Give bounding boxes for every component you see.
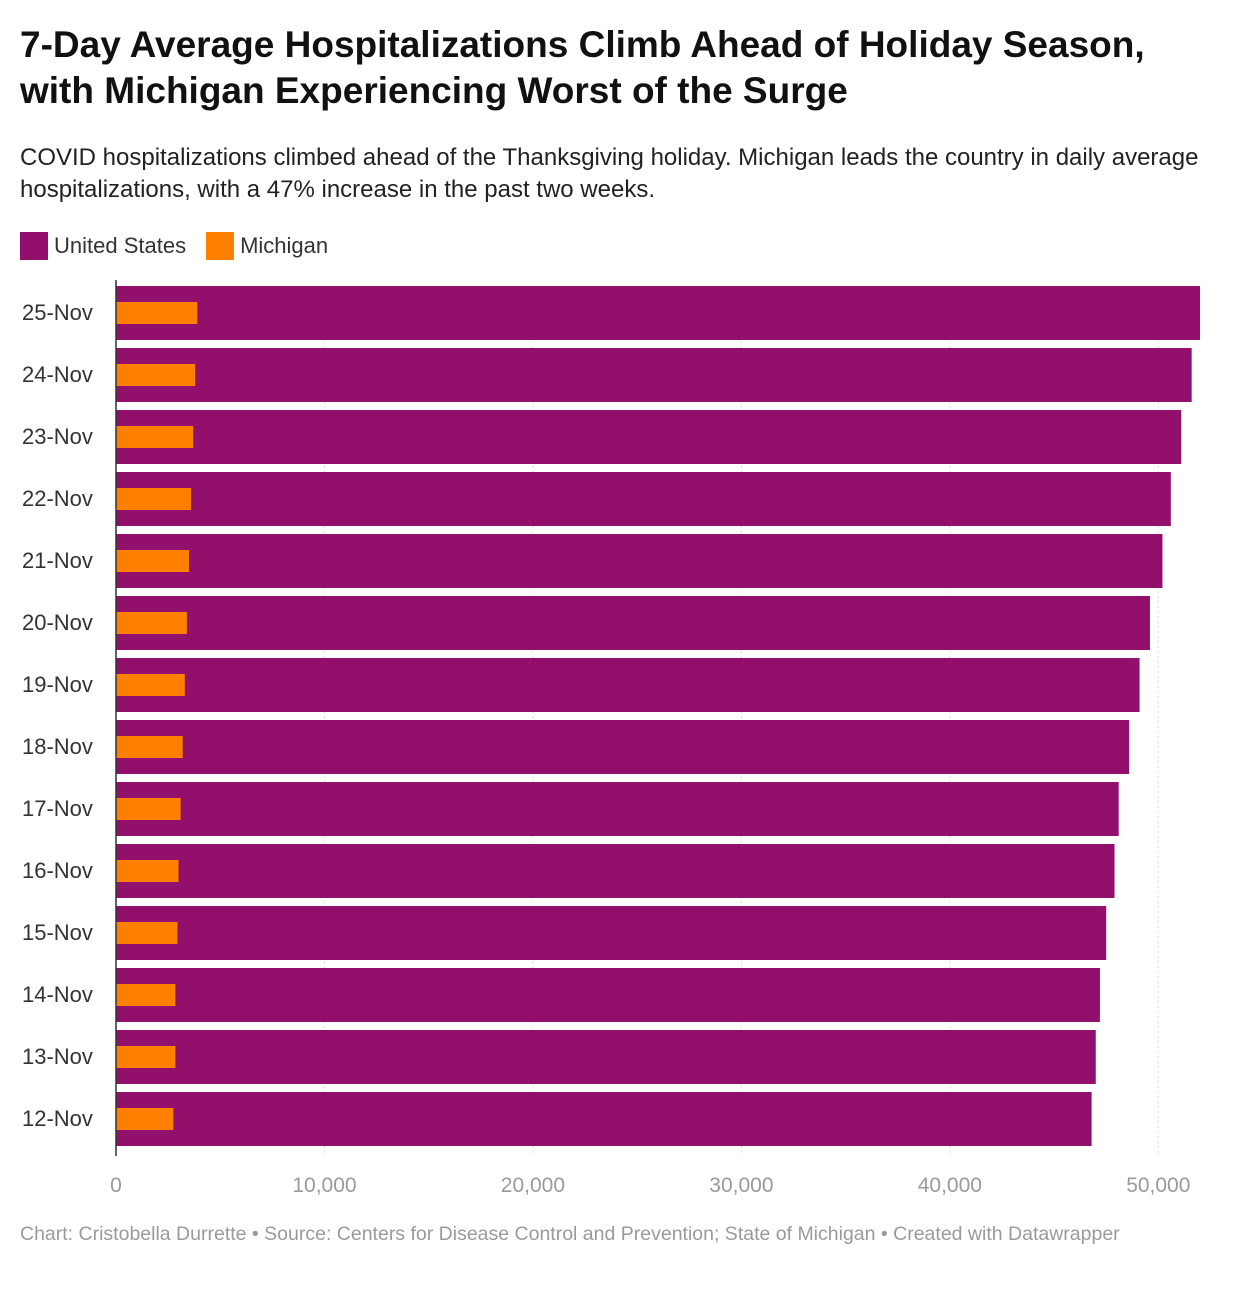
chart-footer: Chart: Cristobella Durrette • Source: Ce… bbox=[20, 1223, 1120, 1245]
bar-us-25-nov bbox=[116, 286, 1200, 340]
legend-item-michigan[interactable]: Michigan bbox=[206, 232, 328, 260]
category-label: 24-Nov bbox=[22, 362, 93, 387]
x-tick-label: 0 bbox=[110, 1174, 122, 1195]
category-label: 13-Nov bbox=[22, 1044, 93, 1069]
bar-michigan-19-nov bbox=[116, 674, 185, 696]
category-label: 15-Nov bbox=[22, 920, 93, 945]
x-tick-label: 50,000 bbox=[1126, 1174, 1190, 1195]
category-label: 20-Nov bbox=[22, 610, 93, 635]
chart-title: 7-Day Average Hospitalizations Climb Ahe… bbox=[20, 24, 1145, 111]
bar-us-23-nov bbox=[116, 410, 1182, 464]
bar-michigan-25-nov bbox=[116, 302, 198, 324]
x-tick-label: 40,000 bbox=[918, 1174, 982, 1195]
category-label: 12-Nov bbox=[22, 1106, 93, 1131]
bar-us-19-nov bbox=[116, 658, 1140, 712]
legend-swatch-united-states bbox=[20, 232, 48, 260]
bar-michigan-13-nov bbox=[116, 1046, 176, 1068]
legend-label-united-states: United States bbox=[54, 233, 187, 258]
bar-us-17-nov bbox=[116, 782, 1119, 836]
category-label: 14-Nov bbox=[22, 982, 93, 1007]
x-tick-label: 30,000 bbox=[709, 1174, 773, 1195]
bar-michigan-15-nov bbox=[116, 922, 178, 944]
bar-michigan-23-nov bbox=[116, 426, 194, 448]
category-label: 18-Nov bbox=[22, 734, 93, 759]
bar-chart: 25-Nov 24-Nov 23-Nov 22-Nov 21-Nov 20-Nov 19-N… bbox=[22, 280, 1200, 1195]
bar-us-13-nov bbox=[116, 1030, 1096, 1084]
category-label: 21-Nov bbox=[22, 548, 93, 573]
bar-us-14-nov bbox=[116, 968, 1100, 1022]
bar-us-22-nov bbox=[116, 472, 1171, 526]
category-label: 23-Nov bbox=[22, 424, 93, 449]
legend-label-michigan: Michigan bbox=[240, 233, 329, 258]
x-tick-label: 20,000 bbox=[501, 1174, 565, 1195]
bar-us-12-nov bbox=[116, 1092, 1092, 1146]
bar-us-15-nov bbox=[116, 906, 1107, 960]
legend: United States Michigan bbox=[20, 231, 348, 261]
bar-michigan-14-nov bbox=[116, 984, 176, 1006]
bar-michigan-12-nov bbox=[116, 1108, 174, 1130]
bar-michigan-20-nov bbox=[116, 612, 187, 634]
category-label: 16-Nov bbox=[22, 858, 93, 883]
bar-michigan-17-nov bbox=[116, 798, 181, 820]
chart-subtitle: COVID hospitalizations climbed ahead of … bbox=[20, 144, 1199, 203]
legend-item-united-states[interactable]: United States bbox=[20, 232, 186, 260]
legend-swatch-michigan bbox=[206, 232, 235, 260]
bar-michigan-21-nov bbox=[116, 550, 189, 572]
category-label: 17-Nov bbox=[22, 796, 93, 821]
bar-us-21-nov bbox=[116, 534, 1163, 588]
category-label: 22-Nov bbox=[22, 486, 93, 511]
category-label: 25-Nov bbox=[22, 300, 93, 325]
bar-michigan-22-nov bbox=[116, 488, 192, 510]
bar-michigan-16-nov bbox=[116, 860, 179, 882]
bar-michigan-24-nov bbox=[116, 364, 196, 386]
category-label: 19-Nov bbox=[22, 672, 93, 697]
bar-michigan-18-nov bbox=[116, 736, 183, 758]
bar-us-16-nov bbox=[116, 844, 1115, 898]
bar-us-18-nov bbox=[116, 720, 1130, 774]
x-tick-label: 10,000 bbox=[292, 1174, 356, 1195]
bar-us-20-nov bbox=[116, 596, 1150, 650]
bar-us-24-nov bbox=[116, 348, 1192, 402]
